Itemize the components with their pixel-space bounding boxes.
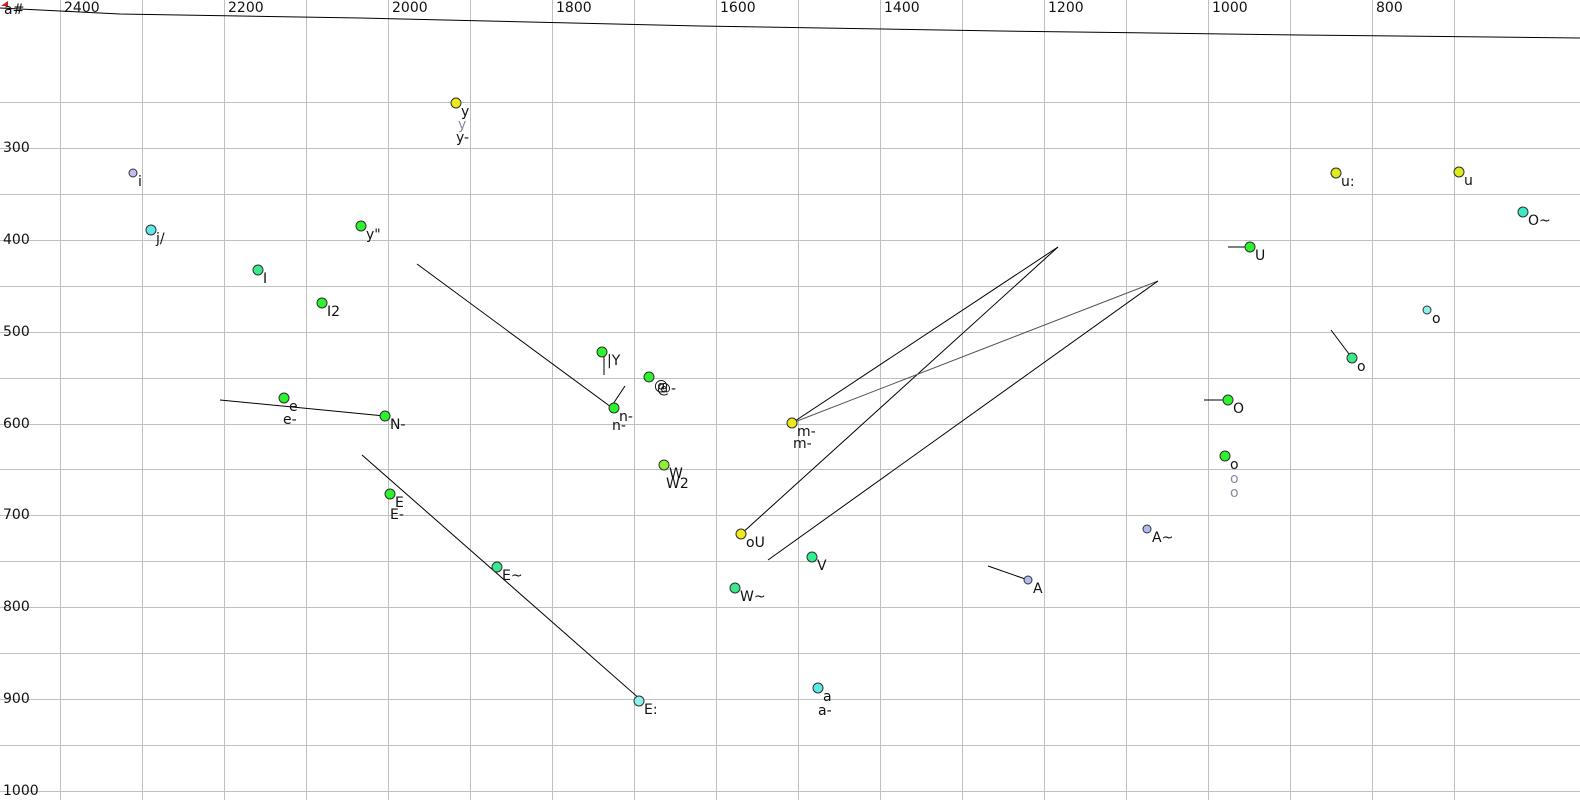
data-line-segment-m-up-steep xyxy=(767,280,1159,561)
data-line-segment-oU-up xyxy=(739,246,1059,536)
red-marker-icon xyxy=(1,1,8,6)
x-tick-label: 2400 xyxy=(64,0,100,16)
data-line-segment-m-up-left xyxy=(791,246,1059,424)
data-line-segment-n-short xyxy=(610,385,626,408)
data-line-segment-E-long-down xyxy=(361,454,642,701)
y-tick-label: 600 xyxy=(3,416,30,432)
data-line-segment-o3-down xyxy=(1330,329,1353,359)
y-tick-label: 900 xyxy=(3,691,30,707)
x-tick-label: 1800 xyxy=(556,0,592,16)
y-tick-label: 800 xyxy=(3,599,30,615)
x-tick-label: 1000 xyxy=(1212,0,1248,16)
y-tick-label: 700 xyxy=(3,507,30,523)
data-line-trend-top-axis xyxy=(0,7,1580,39)
data-line-segment-A-down xyxy=(987,565,1029,581)
x-tick-label: 1200 xyxy=(1048,0,1084,16)
y-tick-label: 300 xyxy=(3,140,30,156)
y-tick-label: 1000 xyxy=(3,783,39,799)
y-tick-label: 400 xyxy=(3,232,30,248)
x-tick-label: 1400 xyxy=(884,0,920,16)
x-tick-label: 2200 xyxy=(228,0,264,16)
data-line-segment-m-up-right xyxy=(791,280,1159,424)
corner-tag-label: a# xyxy=(4,2,25,18)
data-line-segment-e-to-N xyxy=(219,399,386,417)
x-tick-label: 2000 xyxy=(392,0,428,16)
data-line-segment-steep-down-n xyxy=(416,263,612,408)
y-tick-label: 500 xyxy=(3,324,30,340)
x-tick-label: 1600 xyxy=(720,0,756,16)
x-tick-label: 800 xyxy=(1376,0,1403,16)
